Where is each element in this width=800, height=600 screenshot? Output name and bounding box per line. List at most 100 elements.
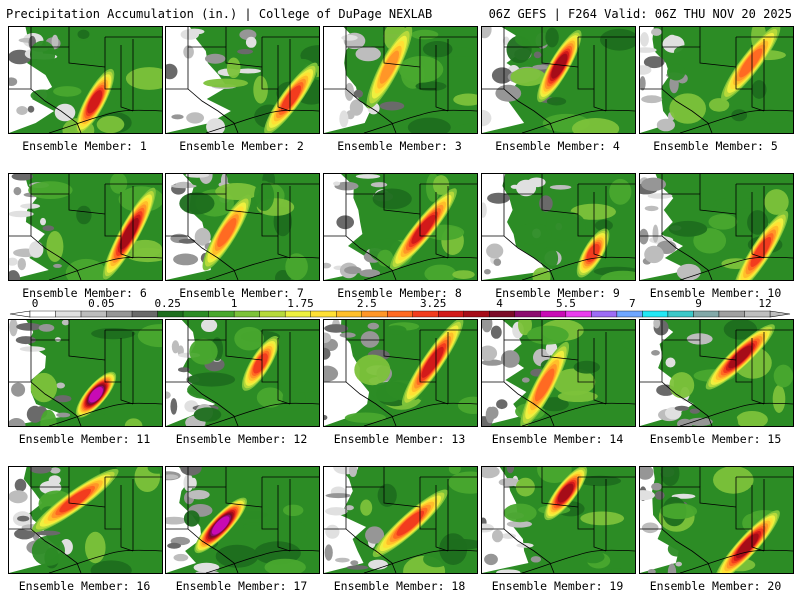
boundary-line (482, 88, 555, 133)
light-precip-patch (647, 193, 673, 199)
dry-area (482, 467, 529, 573)
light-precip-patch (42, 225, 55, 231)
moderate-precip-patch (256, 387, 284, 408)
boundary-line (577, 37, 594, 90)
boundary-line (346, 46, 421, 68)
ensemble-member-map (8, 173, 163, 281)
moderate-precip-patch (411, 29, 439, 40)
precip-field (482, 467, 635, 573)
member-label: Ensemble Member: 4 (495, 139, 620, 153)
moderate-precip-patch (407, 117, 451, 133)
moderate-precip-patch (510, 67, 546, 87)
boundary-line (735, 37, 752, 90)
light-precip-patch (496, 569, 521, 573)
light-precip-patch (344, 266, 362, 275)
boundary-line (120, 192, 134, 259)
colorbar-swatch (718, 310, 745, 318)
political-boundaries (482, 174, 635, 280)
precip-contour (87, 90, 103, 114)
light-precip-patch (9, 270, 21, 280)
light-precip-patch (482, 523, 494, 533)
light-precip-patch (482, 320, 493, 333)
ensemble-member-map (165, 26, 320, 134)
light-precip-patch (324, 324, 349, 333)
light-precip-patch (180, 467, 202, 476)
boundary-line (120, 338, 134, 405)
moderate-precip-patch (540, 247, 559, 270)
moderate-precip-patch (254, 180, 275, 211)
boundary-line (504, 46, 579, 68)
member-label: Ensemble Member: 8 (337, 286, 462, 300)
light-precip-patch (647, 569, 656, 573)
dry-area (166, 27, 231, 133)
boundary-line (577, 477, 594, 530)
colorbar-swatch (361, 310, 388, 318)
boundary-line (751, 338, 765, 405)
boundary-line (504, 486, 579, 508)
colorbar-max-arrow (769, 310, 791, 318)
moderate-precip-patch (415, 519, 442, 550)
moderate-precip-patch (85, 320, 106, 327)
boundary-line (482, 235, 555, 280)
member-label: Ensemble Member: 18 (333, 579, 466, 593)
light-precip-patch (17, 515, 30, 522)
light-precip-patch (194, 227, 211, 246)
light-precip-patch (14, 478, 27, 492)
moderate-precip-patch (127, 547, 142, 562)
light-precip-patch (350, 560, 359, 566)
boundary-line (679, 256, 793, 280)
light-precip-patch (346, 565, 369, 570)
moderate-precip-patch (514, 28, 551, 49)
ensemble-member-map (639, 466, 794, 574)
light-precip-patch (652, 224, 659, 243)
boundary-line (324, 88, 397, 133)
moderate-precip-patch (580, 511, 625, 526)
moderate-precip-patch (344, 412, 386, 423)
colorbar-swatch (157, 310, 184, 318)
moderate-precip-patch (422, 41, 453, 58)
light-precip-patch (379, 101, 405, 111)
boundary-line (324, 528, 397, 573)
colorbar-tick-label: 2.5 (357, 297, 377, 310)
precip-field (324, 27, 477, 133)
light-precip-patch (324, 414, 328, 421)
political-boundaries (324, 27, 477, 133)
moderate-precip-patch (253, 75, 268, 104)
moderate-precip-patch (557, 390, 598, 402)
colorbar-swatch (438, 310, 464, 318)
colorbar-swatch (106, 310, 133, 318)
moderate-precip-patch (203, 78, 248, 88)
light-precip-patch (325, 524, 340, 539)
boundary-line (277, 485, 291, 552)
moderate-precip-patch (179, 192, 215, 215)
moderate-precip-patch (30, 372, 58, 403)
boundary-line (104, 37, 121, 90)
light-precip-patch (676, 263, 701, 280)
dry-area (166, 174, 216, 280)
boundary-line (346, 193, 421, 215)
boundary-line (277, 45, 291, 112)
light-precip-patch (493, 258, 502, 266)
boundary-line (188, 46, 263, 68)
boundary-line (521, 109, 635, 133)
member-label: Ensemble Member: 12 (175, 432, 308, 446)
moderate-precip-patch (90, 560, 132, 573)
moderate-precip-patch (751, 80, 767, 99)
boundary-line (435, 45, 449, 112)
light-precip-patch (178, 367, 190, 373)
light-precip-patch (689, 408, 700, 414)
precip-contour (534, 368, 555, 402)
boundary-line (346, 486, 421, 508)
moderate-precip-patch (764, 189, 789, 215)
moderate-precip-patch (600, 28, 635, 51)
ensemble-member-map (639, 26, 794, 134)
precip-contour (211, 516, 230, 535)
light-precip-patch (365, 526, 385, 544)
boundary-line (419, 330, 436, 383)
boundary-line (593, 45, 607, 112)
precip-contour (411, 214, 436, 244)
political-boundaries (9, 467, 162, 573)
boundary-line (593, 192, 607, 259)
moderate-precip-patch (377, 483, 397, 507)
boundary-line (735, 330, 752, 383)
